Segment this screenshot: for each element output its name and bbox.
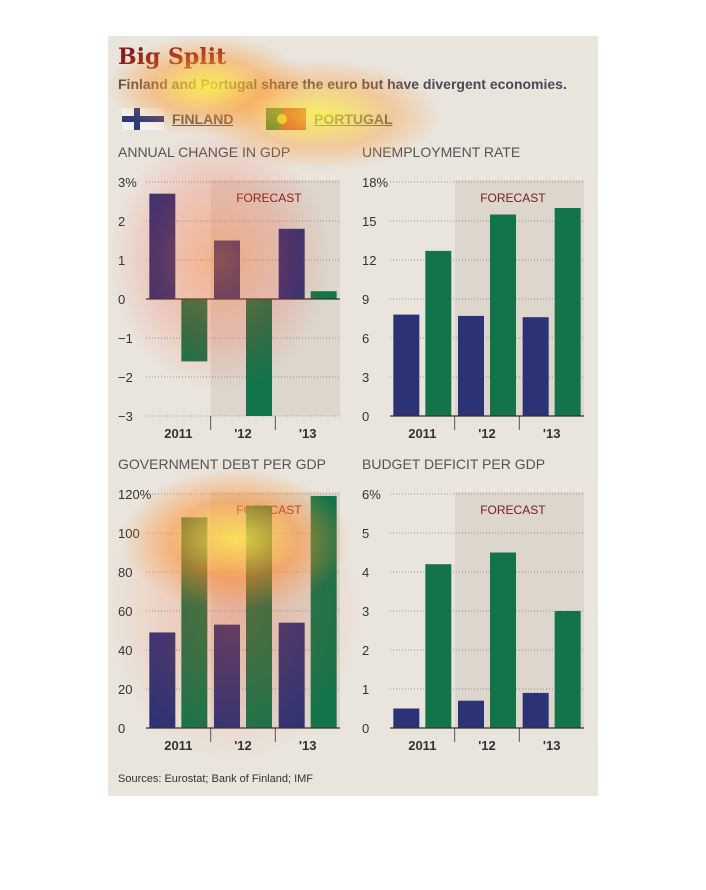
x-tick-label: '12 xyxy=(478,738,496,753)
bar-finland-0 xyxy=(393,708,420,728)
chart-svg: FORECAST 18% 15 12 9 6 3 0 2011 '12 '13 xyxy=(362,175,584,441)
forecast-label: FORECAST xyxy=(236,191,302,205)
bar-finland-1 xyxy=(458,315,484,416)
bar-finland-1 xyxy=(214,240,240,299)
y-tick-label: 0 xyxy=(118,721,125,736)
y-tick-label: 15 xyxy=(362,214,376,229)
y-tick-label: −1 xyxy=(118,331,133,346)
bar-finland-0 xyxy=(149,632,176,728)
bar-portugal-2 xyxy=(554,208,581,416)
x-tick-label: 2011 xyxy=(408,426,436,441)
chart-title: BUDGET DEFICIT PER GDP xyxy=(362,456,546,472)
y-tick-label: 3% xyxy=(118,175,137,190)
y-tick-label: 100 xyxy=(118,526,140,541)
bar-portugal-0 xyxy=(181,517,208,728)
bar-finland-0 xyxy=(149,193,176,299)
y-tick-label: 2 xyxy=(362,643,369,658)
legend-portugal-label: PORTUGAL xyxy=(314,111,393,127)
y-tick-label: 1 xyxy=(362,682,369,697)
page-title: Big Split xyxy=(118,44,227,70)
y-tick-label: 60 xyxy=(118,604,132,619)
y-tick-label: 9 xyxy=(362,292,369,307)
y-tick-label: 40 xyxy=(118,643,132,658)
legend-portugal: PORTUGAL xyxy=(266,108,393,130)
y-tick-label: 0 xyxy=(362,409,369,424)
y-tick-label: 1 xyxy=(118,253,125,268)
chart-title: GOVERNMENT DEBT PER GDP xyxy=(118,456,326,472)
x-tick-label: '13 xyxy=(543,426,561,441)
bar-portugal-0 xyxy=(181,299,208,362)
bar-portugal-0 xyxy=(425,564,452,728)
x-tick-label: '13 xyxy=(543,738,561,753)
bar-portugal-1 xyxy=(246,299,272,416)
chart-government-debt: GOVERNMENT DEBT PER GDP FORECAST120%1008… xyxy=(118,456,348,766)
y-tick-label: 3 xyxy=(362,370,369,385)
y-tick-label: 12 xyxy=(362,253,376,268)
chart-gdp-change: ANNUAL CHANGE IN GDP FORECAST 3% 2 1 0 −1 −2 −3… xyxy=(118,144,348,454)
bar-portugal-1 xyxy=(490,552,516,728)
finland-flag-icon xyxy=(122,108,164,130)
y-tick-label: 6 xyxy=(362,331,369,346)
y-tick-label: 18% xyxy=(362,175,388,190)
bar-portugal-2 xyxy=(554,611,581,728)
y-tick-label: 120% xyxy=(118,487,152,502)
y-tick-label: 3 xyxy=(362,604,369,619)
bar-finland-1 xyxy=(214,624,240,728)
chart-svg: FORECAST 6% 5 4 3 2 1 0 2011 '12 '13 xyxy=(362,487,584,753)
y-tick-label: 6% xyxy=(362,487,381,502)
bar-portugal-0 xyxy=(425,250,452,416)
y-tick-label: 20 xyxy=(118,682,132,697)
bar-finland-1 xyxy=(458,700,484,728)
source-note: Sources: Eurostat; Bank of Finland; IMF xyxy=(118,773,314,785)
y-tick-label: 0 xyxy=(362,721,369,736)
bar-finland-2 xyxy=(278,622,305,728)
y-tick-label: −2 xyxy=(118,370,133,385)
y-tick-label: 2 xyxy=(118,214,125,229)
x-tick-label: '12 xyxy=(478,426,496,441)
y-tick-label: 80 xyxy=(118,565,132,580)
legend-finland-label: FINLAND xyxy=(172,111,234,127)
y-tick-label: 4 xyxy=(362,565,369,580)
x-tick-label: '13 xyxy=(299,738,317,753)
bar-portugal-1 xyxy=(246,505,272,728)
x-tick-label: 2011 xyxy=(164,738,192,753)
bar-portugal-2 xyxy=(310,291,337,299)
chart-unemployment: UNEMPLOYMENT RATE FORECAST 18% 15 12 9 6 3 0 201… xyxy=(362,144,592,454)
x-tick-label: '13 xyxy=(299,426,317,441)
y-tick-label: 5 xyxy=(362,526,369,541)
x-tick-label: '12 xyxy=(234,426,252,441)
bar-portugal-1 xyxy=(490,214,516,416)
page-subtitle: Finland and Portugal share the euro but … xyxy=(118,76,567,92)
chart-budget-deficit: BUDGET DEFICIT PER GDP FORECAST 6% 5 4 3 2 1 0 2… xyxy=(362,456,592,766)
x-tick-label: 2011 xyxy=(164,426,192,441)
legend-finland: FINLAND xyxy=(122,108,233,130)
bar-finland-0 xyxy=(393,314,420,416)
portugal-flag-icon xyxy=(266,108,306,130)
forecast-label: FORECAST xyxy=(480,503,546,517)
bar-finland-2 xyxy=(522,692,549,728)
y-tick-label: 0 xyxy=(118,292,125,307)
forecast-label: FORECAST xyxy=(480,191,546,205)
x-tick-label: 2011 xyxy=(408,738,436,753)
bar-portugal-2 xyxy=(310,495,337,728)
chart-svg: FORECAST 3% 2 1 0 −1 −2 −3 2011 '12 '13 xyxy=(118,175,340,441)
x-tick-label: '12 xyxy=(234,738,252,753)
bar-finland-2 xyxy=(522,317,549,416)
bar-finland-2 xyxy=(278,228,305,299)
y-tick-label: −3 xyxy=(118,409,133,424)
